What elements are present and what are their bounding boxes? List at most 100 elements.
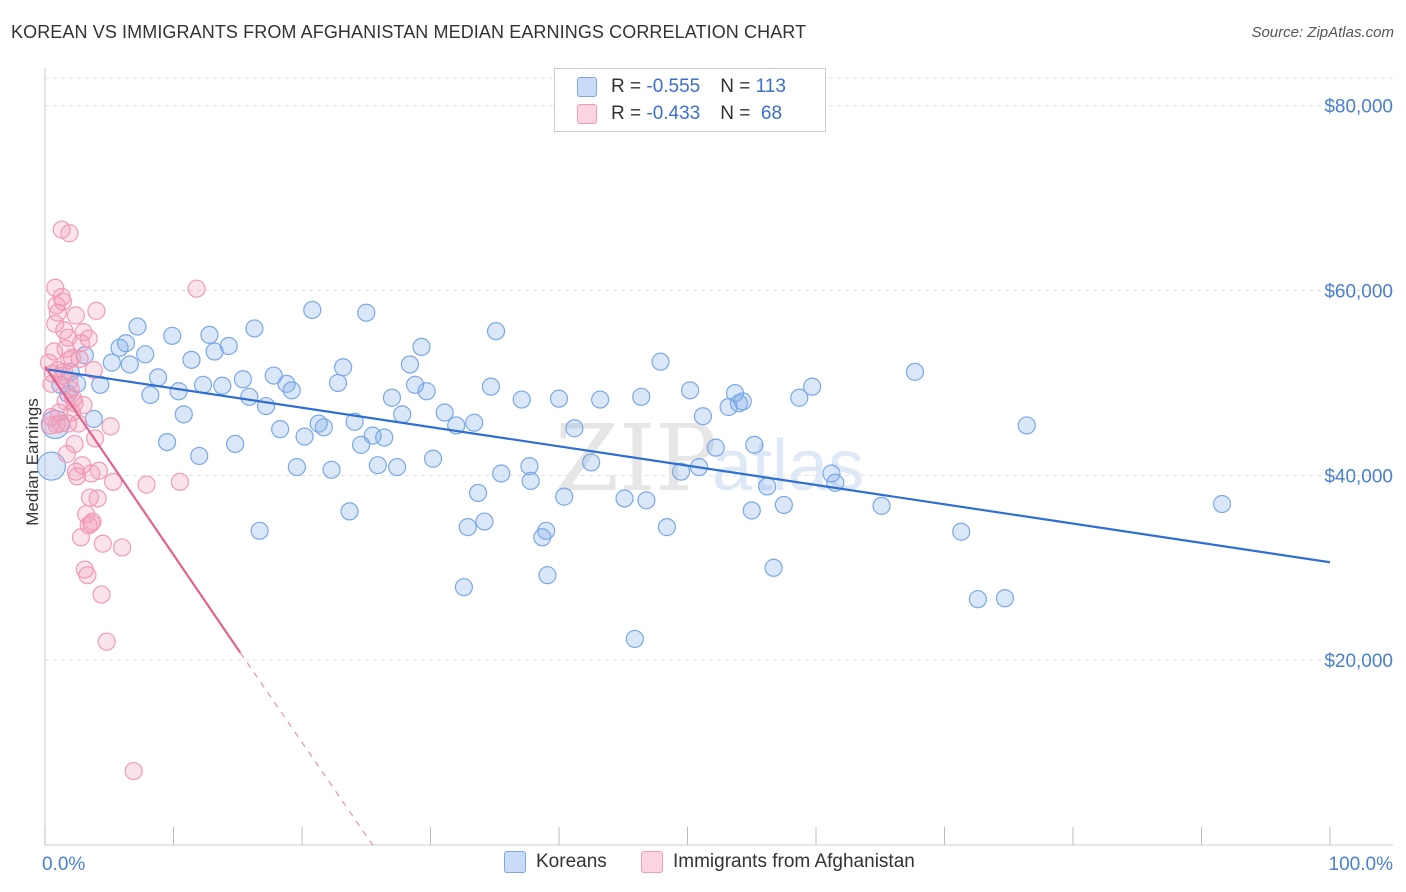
data-point-afghanistan	[101, 417, 120, 436]
data-point-afghanistan	[104, 472, 123, 491]
data-point-korean	[475, 512, 494, 531]
data-point-korean	[637, 491, 656, 510]
data-point-korean	[995, 589, 1014, 608]
x-tick-label: 100.0%	[1329, 854, 1394, 875]
data-point-korean	[250, 521, 269, 540]
data-point-korean	[549, 389, 569, 408]
y-tick-label: $20,000	[1324, 651, 1393, 672]
data-point-korean	[405, 375, 425, 394]
data-point-afghanistan	[65, 394, 84, 413]
data-point-korean	[375, 428, 394, 447]
grid-lines	[45, 77, 1393, 661]
data-point-korean	[968, 590, 988, 609]
data-point-korean	[345, 412, 364, 431]
data-point-korean	[233, 370, 252, 389]
data-point-korean	[822, 464, 841, 483]
data-point-korean	[182, 350, 201, 369]
data-point-korean	[36, 451, 67, 481]
data-point-korean	[481, 377, 500, 396]
trendline-afghanistan-extension	[239, 652, 374, 846]
data-point-korean	[120, 355, 139, 374]
legend-label-koreans: Koreans	[536, 851, 607, 872]
series-legend: Koreans Immigrants from Afghanistan	[0, 851, 1406, 879]
data-point-korean	[157, 432, 177, 452]
data-point-korean	[468, 483, 488, 503]
data-point-korean	[136, 345, 155, 364]
data-point-korean	[745, 435, 764, 454]
data-point-korean	[615, 489, 634, 508]
data-point-korean	[264, 366, 283, 385]
legend-item-koreans[interactable]: Koreans	[504, 851, 607, 873]
data-point-korean	[393, 405, 412, 424]
data-point-korean	[190, 446, 209, 466]
data-point-korean	[872, 496, 891, 515]
source-label: Source: ZipAtlas.com	[1251, 24, 1394, 41]
watermark-atlas: atlas	[712, 426, 864, 506]
data-point-korean	[417, 382, 436, 401]
data-point-korean	[200, 325, 219, 344]
data-point-korean	[287, 457, 306, 477]
legend-swatch-koreans	[577, 77, 597, 97]
legend-swatch-afghanistan	[641, 851, 663, 873]
data-point-korean	[591, 390, 610, 409]
data-point-korean	[742, 501, 761, 520]
data-point-korean	[537, 521, 556, 540]
data-point-afghanistan	[74, 396, 93, 415]
data-point-korean	[758, 477, 777, 496]
legend-item-afghanistan[interactable]: Immigrants from Afghanistan	[641, 851, 915, 873]
data-point-korean	[169, 382, 188, 401]
data-point-afghanistan	[60, 224, 79, 243]
data-point-korean	[680, 381, 700, 400]
legend-r-value: -0.433	[646, 103, 701, 124]
data-point-korean	[387, 457, 407, 477]
data-point-korean	[764, 558, 783, 577]
data-point-korean	[952, 522, 971, 541]
data-point-afghanistan	[46, 278, 65, 297]
data-point-afghanistan	[44, 342, 64, 361]
data-point-korean	[295, 427, 314, 446]
correlation-legend: R = -0.555 N = 113 R = -0.433 N = 68	[554, 68, 826, 132]
data-point-korean	[632, 387, 651, 406]
data-point-korean	[774, 495, 793, 515]
data-point-afghanistan	[124, 761, 143, 781]
data-point-korean	[357, 303, 376, 322]
legend-row-koreans: R = -0.555 N = 113	[577, 74, 786, 100]
data-point-afghanistan	[62, 348, 82, 368]
data-point-korean	[363, 426, 382, 445]
series-koreans	[36, 300, 1232, 649]
data-point-afghanistan	[93, 534, 112, 553]
data-point-korean	[803, 377, 822, 396]
trendline-afghanistan	[44, 365, 242, 654]
legend-n-label: N =	[720, 103, 756, 124]
data-point-korean	[141, 385, 160, 405]
data-point-afghanistan	[78, 566, 97, 585]
data-point-korean	[314, 418, 333, 437]
y-tick-label: $40,000	[1324, 466, 1393, 487]
data-point-korean	[213, 376, 232, 395]
data-point-korean	[1017, 416, 1036, 435]
data-point-korean	[382, 388, 402, 407]
data-point-korean	[555, 487, 574, 506]
data-point-afghanistan	[82, 464, 101, 483]
data-point-korean	[219, 336, 238, 356]
data-point-korean	[582, 453, 601, 472]
data-point-afghanistan	[170, 472, 190, 491]
data-point-afghanistan	[57, 445, 76, 464]
legend-n-value: 113	[755, 76, 786, 97]
legend-swatch-afghanistan	[577, 104, 597, 124]
data-point-korean	[128, 317, 147, 336]
data-point-korean	[148, 368, 168, 387]
data-point-korean	[454, 578, 474, 597]
data-point-korean	[412, 337, 431, 357]
data-point-korean	[328, 373, 348, 393]
x-tick-label: 0.0%	[42, 854, 85, 875]
data-point-korean	[240, 387, 259, 406]
data-point-korean	[465, 413, 484, 432]
legend-r-label: R =	[611, 76, 647, 97]
data-point-afghanistan	[84, 360, 103, 380]
trend-lines	[44, 365, 1331, 846]
data-point-afghanistan	[47, 415, 66, 434]
data-point-afghanistan	[80, 488, 100, 507]
data-point-korean	[271, 420, 290, 439]
